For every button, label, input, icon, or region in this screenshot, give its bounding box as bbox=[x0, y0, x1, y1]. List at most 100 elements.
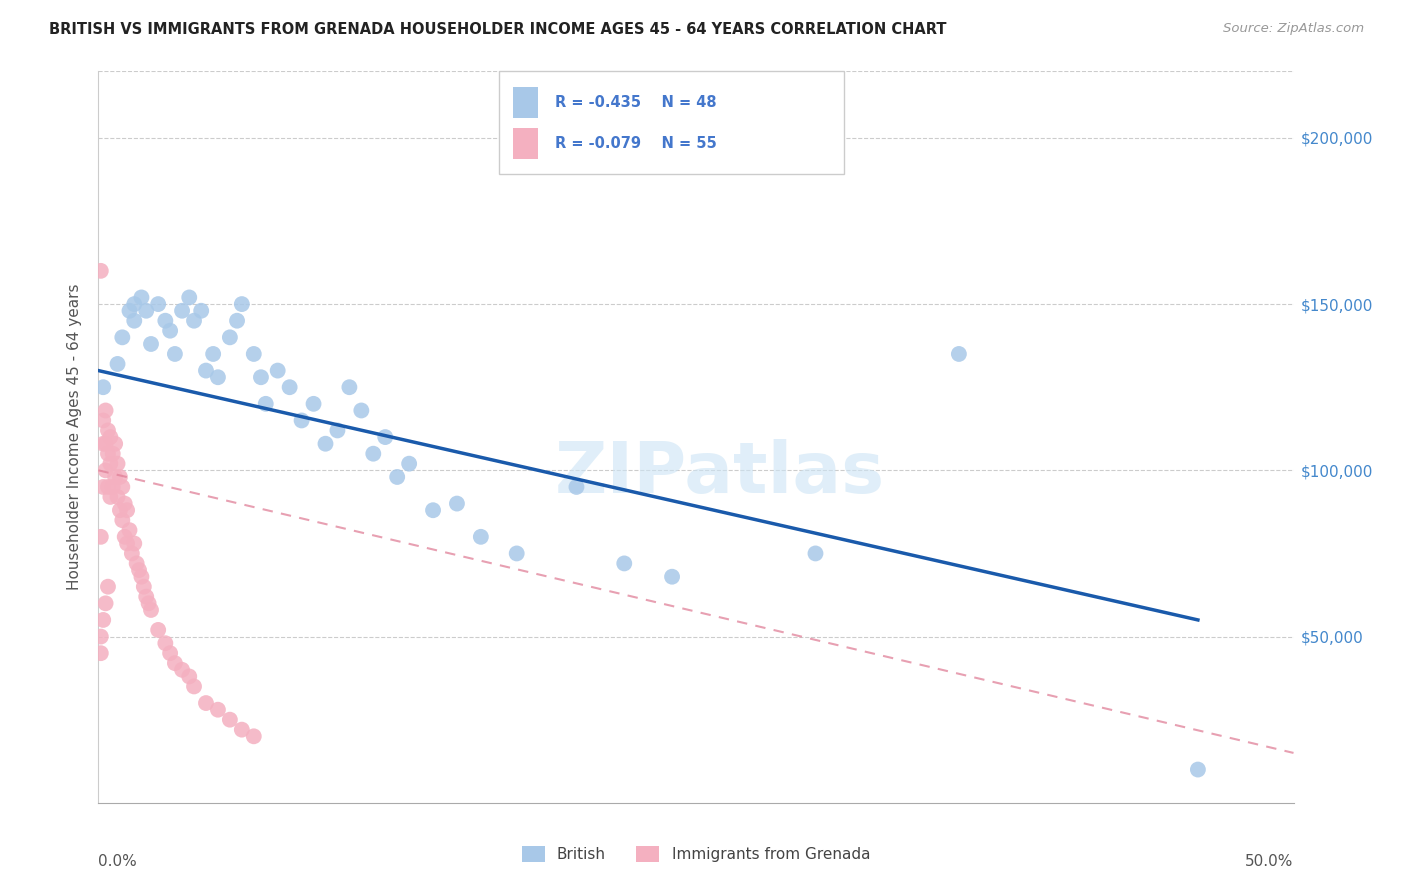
Legend: British, Immigrants from Grenada: British, Immigrants from Grenada bbox=[516, 840, 876, 868]
Point bbox=[613, 557, 636, 571]
Point bbox=[94, 403, 117, 417]
Point bbox=[202, 347, 225, 361]
Point bbox=[138, 596, 160, 610]
Point bbox=[90, 264, 112, 278]
Point bbox=[131, 570, 153, 584]
Point bbox=[226, 314, 249, 328]
Point bbox=[108, 470, 131, 484]
Point bbox=[470, 530, 492, 544]
Bar bbox=[513, 128, 538, 159]
Point bbox=[94, 436, 117, 450]
Point bbox=[132, 580, 155, 594]
Point bbox=[97, 480, 120, 494]
Point bbox=[398, 457, 420, 471]
Point bbox=[219, 713, 242, 727]
Point bbox=[195, 363, 218, 377]
Text: R = -0.079    N = 55: R = -0.079 N = 55 bbox=[555, 136, 717, 151]
Point bbox=[94, 596, 117, 610]
Point bbox=[118, 523, 141, 537]
Point bbox=[91, 413, 114, 427]
Point bbox=[91, 480, 114, 494]
Point bbox=[111, 513, 134, 527]
Point bbox=[190, 303, 212, 318]
Point bbox=[172, 663, 194, 677]
Point bbox=[315, 436, 337, 450]
Y-axis label: Householder Income Ages 45 - 64 years: Householder Income Ages 45 - 64 years bbox=[67, 284, 83, 591]
Point bbox=[101, 447, 124, 461]
Point bbox=[90, 646, 112, 660]
Point bbox=[97, 580, 120, 594]
Point bbox=[104, 470, 127, 484]
Point bbox=[183, 314, 205, 328]
Point bbox=[148, 623, 170, 637]
Point bbox=[91, 613, 114, 627]
Point bbox=[124, 536, 146, 550]
Point bbox=[94, 463, 117, 477]
Point bbox=[98, 490, 122, 504]
Point bbox=[385, 470, 409, 484]
Point bbox=[139, 603, 162, 617]
Point bbox=[125, 557, 148, 571]
Point bbox=[506, 546, 529, 560]
Point bbox=[231, 297, 253, 311]
Point bbox=[91, 380, 114, 394]
Point bbox=[98, 430, 122, 444]
Point bbox=[446, 497, 468, 511]
Point bbox=[163, 347, 186, 361]
Point bbox=[104, 436, 127, 450]
Point bbox=[250, 370, 273, 384]
Point bbox=[148, 297, 170, 311]
Point bbox=[107, 357, 129, 371]
Point bbox=[291, 413, 314, 427]
Point bbox=[374, 430, 396, 444]
Point bbox=[159, 324, 181, 338]
Point bbox=[135, 590, 157, 604]
Point bbox=[107, 490, 129, 504]
Point bbox=[183, 680, 205, 694]
Point bbox=[124, 297, 146, 311]
Point bbox=[90, 530, 112, 544]
Point bbox=[948, 347, 970, 361]
Point bbox=[278, 380, 301, 394]
Point bbox=[135, 303, 157, 318]
Point bbox=[350, 403, 373, 417]
Point bbox=[207, 703, 229, 717]
Point bbox=[115, 536, 138, 550]
Point bbox=[111, 330, 134, 344]
Point bbox=[172, 303, 194, 318]
Point bbox=[101, 480, 124, 494]
Text: Source: ZipAtlas.com: Source: ZipAtlas.com bbox=[1223, 22, 1364, 36]
Point bbox=[121, 546, 143, 560]
Point bbox=[97, 447, 120, 461]
Point bbox=[302, 397, 325, 411]
Bar bbox=[513, 87, 538, 118]
Point bbox=[159, 646, 181, 660]
Point bbox=[422, 503, 444, 517]
Point bbox=[98, 457, 122, 471]
Point bbox=[163, 656, 186, 670]
Text: BRITISH VS IMMIGRANTS FROM GRENADA HOUSEHOLDER INCOME AGES 45 - 64 YEARS CORRELA: BRITISH VS IMMIGRANTS FROM GRENADA HOUSE… bbox=[49, 22, 946, 37]
Point bbox=[254, 397, 277, 411]
Point bbox=[131, 290, 153, 304]
Point bbox=[565, 480, 588, 494]
Point bbox=[128, 563, 150, 577]
Point bbox=[231, 723, 253, 737]
Point bbox=[195, 696, 218, 710]
Text: R = -0.435    N = 48: R = -0.435 N = 48 bbox=[555, 95, 717, 110]
Point bbox=[114, 497, 136, 511]
Point bbox=[267, 363, 290, 377]
Point bbox=[114, 530, 136, 544]
Point bbox=[118, 303, 141, 318]
Point bbox=[179, 669, 201, 683]
Point bbox=[179, 290, 201, 304]
Point bbox=[1187, 763, 1209, 777]
Point bbox=[91, 436, 114, 450]
Point bbox=[115, 503, 138, 517]
Point bbox=[111, 480, 134, 494]
Point bbox=[326, 424, 349, 438]
Point bbox=[363, 447, 385, 461]
Point bbox=[661, 570, 683, 584]
Text: 0.0%: 0.0% bbox=[98, 854, 138, 869]
Text: 50.0%: 50.0% bbox=[1246, 854, 1294, 869]
Point bbox=[155, 314, 177, 328]
